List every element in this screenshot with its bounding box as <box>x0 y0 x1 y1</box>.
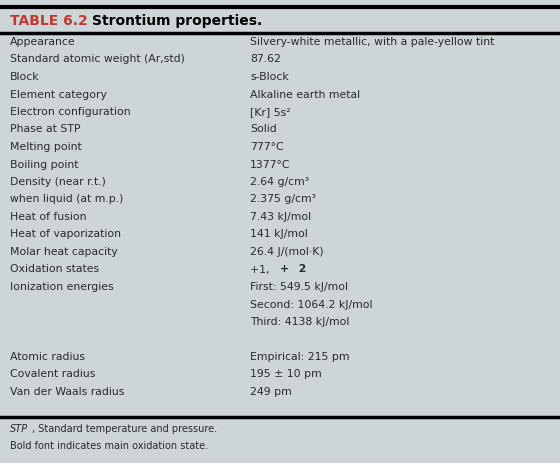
Text: Covalent radius: Covalent radius <box>10 369 95 379</box>
Text: 195 ± 10 pm: 195 ± 10 pm <box>250 369 322 379</box>
Text: Ionization energies: Ionization energies <box>10 282 114 291</box>
Text: 2.375 g/cm³: 2.375 g/cm³ <box>250 194 316 204</box>
Text: s-Block: s-Block <box>250 72 289 82</box>
Text: Heat of fusion: Heat of fusion <box>10 212 86 221</box>
Text: Standard atomic weight (Ar,std): Standard atomic weight (Ar,std) <box>10 54 185 64</box>
Text: Molar heat capacity: Molar heat capacity <box>10 246 118 257</box>
Text: Density (near r.t.): Density (near r.t.) <box>10 176 106 187</box>
Text: 87.62: 87.62 <box>250 54 281 64</box>
Text: 777°C: 777°C <box>250 142 283 152</box>
Text: 26.4 J/(mol·K): 26.4 J/(mol·K) <box>250 246 324 257</box>
Text: Boiling point: Boiling point <box>10 159 78 169</box>
Text: +1,: +1, <box>250 264 275 274</box>
Text: Strontium properties.: Strontium properties. <box>92 14 262 28</box>
Text: First: 549.5 kJ/mol: First: 549.5 kJ/mol <box>250 282 348 291</box>
Text: Electron configuration: Electron configuration <box>10 107 130 117</box>
Text: Atomic radius: Atomic radius <box>10 351 85 361</box>
Text: Third: 4138 kJ/mol: Third: 4138 kJ/mol <box>250 316 349 326</box>
Text: Alkaline earth metal: Alkaline earth metal <box>250 89 360 99</box>
Text: Block: Block <box>10 72 40 82</box>
Text: TABLE 6.2: TABLE 6.2 <box>10 14 97 28</box>
Text: 249 pm: 249 pm <box>250 386 292 396</box>
Text: 2.64 g/cm³: 2.64 g/cm³ <box>250 176 309 187</box>
Text: [Kr] 5s²: [Kr] 5s² <box>250 107 291 117</box>
Text: Appearance: Appearance <box>10 37 76 47</box>
Text: Melting point: Melting point <box>10 142 82 152</box>
Text: 7.43 kJ/mol: 7.43 kJ/mol <box>250 212 311 221</box>
Text: +  2: + 2 <box>280 264 306 274</box>
Text: 141 kJ/mol: 141 kJ/mol <box>250 229 308 239</box>
Text: 1377°C: 1377°C <box>250 159 291 169</box>
Text: Bold font indicates main oxidation state.: Bold font indicates main oxidation state… <box>10 440 208 450</box>
Text: STP: STP <box>10 423 28 433</box>
Text: Element category: Element category <box>10 89 107 99</box>
Text: Phase at STP: Phase at STP <box>10 124 81 134</box>
Text: Oxidation states: Oxidation states <box>10 264 99 274</box>
Text: when liquid (at m.p.): when liquid (at m.p.) <box>10 194 123 204</box>
Text: Solid: Solid <box>250 124 277 134</box>
Text: Second: 1064.2 kJ/mol: Second: 1064.2 kJ/mol <box>250 299 372 309</box>
Text: Empirical: 215 pm: Empirical: 215 pm <box>250 351 349 361</box>
Text: Heat of vaporization: Heat of vaporization <box>10 229 121 239</box>
Text: , Standard temperature and pressure.: , Standard temperature and pressure. <box>32 423 217 433</box>
Text: Silvery-white metallic, with a pale-yellow tint: Silvery-white metallic, with a pale-yell… <box>250 37 494 47</box>
Text: Van der Waals radius: Van der Waals radius <box>10 386 124 396</box>
